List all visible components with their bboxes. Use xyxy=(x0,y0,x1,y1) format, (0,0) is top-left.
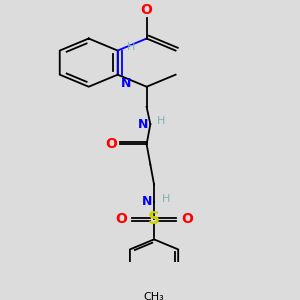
Text: S: S xyxy=(148,210,160,228)
Text: H: H xyxy=(162,194,171,204)
Text: N: N xyxy=(138,118,148,131)
Text: H: H xyxy=(127,42,135,52)
Text: N: N xyxy=(122,77,132,90)
Text: O: O xyxy=(115,212,127,226)
Text: O: O xyxy=(105,137,117,151)
Text: CH₃: CH₃ xyxy=(144,292,164,300)
Text: O: O xyxy=(181,212,193,226)
Text: O: O xyxy=(141,3,153,16)
Text: N: N xyxy=(142,195,152,208)
Text: H: H xyxy=(157,116,165,126)
